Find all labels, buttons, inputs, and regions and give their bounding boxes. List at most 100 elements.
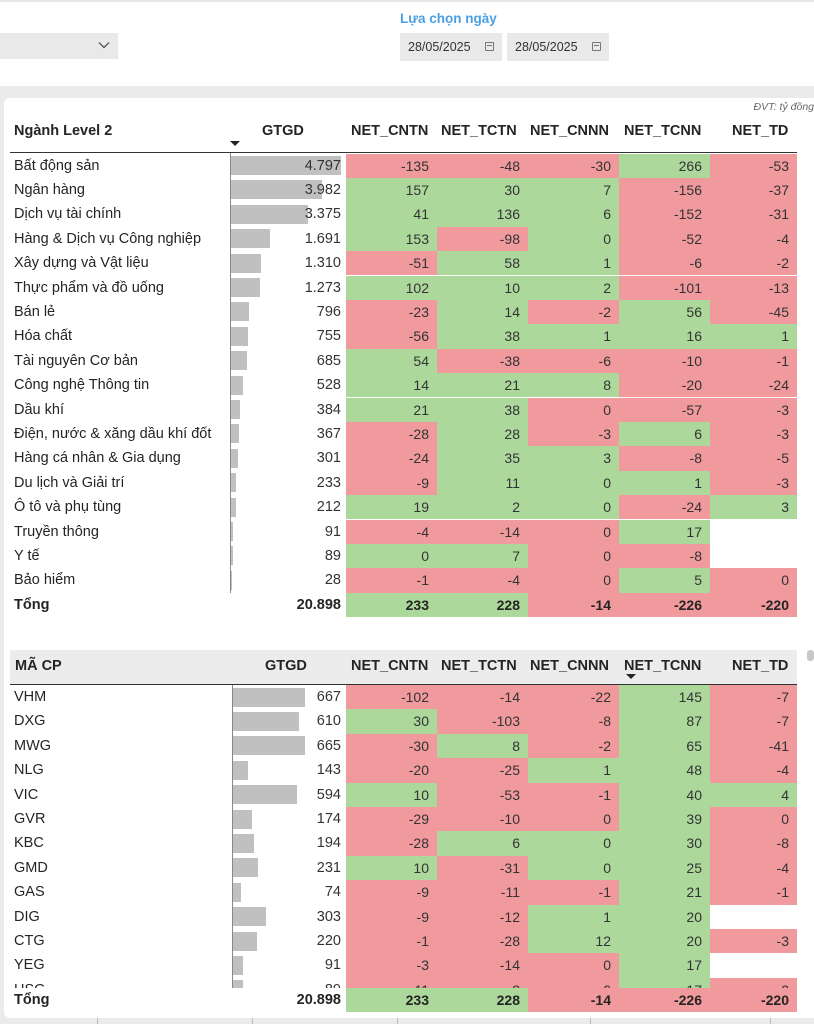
table-row[interactable]: Truyền thông 91 -4 -14 0 17 [0, 519, 797, 544]
footer-tick [770, 1018, 771, 1024]
net-cell: 4 [710, 782, 797, 807]
sort-desc-icon[interactable] [230, 141, 240, 146]
row-label: GVR [14, 811, 46, 827]
table-row[interactable]: Tài nguyên Cơ bản 685 54 -38 -6 -10 -1 [0, 348, 797, 374]
table-row[interactable]: GAS 74 -9 -11 -1 21 -1 [0, 880, 797, 905]
date-to-input[interactable]: 28/05/2025 [507, 33, 609, 61]
net-cell: -25 [437, 758, 528, 783]
table-row[interactable]: Ngân hàng 3.982 157 30 7 -156 -37 [0, 177, 797, 203]
stock-table-body[interactable]: VHM 667 -102 -14 -22 145 -7 DXG 610 30 -103 -8 87 -7 M… [0, 685, 814, 988]
header-net-tctn[interactable]: NET_TCTN [441, 123, 517, 139]
net-cell: 157 [346, 177, 437, 203]
calendar-icon[interactable] [592, 42, 601, 51]
net-cell: -20 [346, 758, 437, 783]
table-row[interactable]: MWG 665 -30 8 -2 65 -41 [0, 733, 797, 759]
gtgd-bar [231, 229, 270, 249]
table-row[interactable]: VIC 594 10 -53 -1 40 4 [0, 782, 797, 807]
header-net-cnnn[interactable]: NET_CNNN [530, 123, 609, 139]
net-cell: -3 [710, 397, 797, 422]
table-row[interactable]: DIG 303 -9 -12 1 20 [0, 904, 797, 929]
header-gtgd[interactable]: GTGD [262, 123, 304, 139]
table-row[interactable]: CTG 220 -1 -28 12 20 -3 [0, 929, 797, 954]
table-row[interactable]: Hàng & Dịch vụ Công nghiệp 1.691 153 -98 0 -5… [0, 226, 797, 252]
net-cell: -1 [710, 880, 797, 905]
total-row[interactable]: Tổng 20.898 233 228 -14 -226 -220 [0, 988, 797, 1013]
table-row[interactable]: Điện, nước & xăng dầu khí đốt 367 -28 28 -3 6… [0, 421, 797, 447]
row-label: CTG [14, 933, 45, 949]
net-cell: -53 [710, 153, 797, 178]
net-cell: -53 [437, 782, 528, 807]
net-cell: -135 [346, 153, 437, 178]
net-cell: 8 [437, 733, 528, 759]
header-net-td[interactable]: NET_TD [732, 658, 789, 674]
table-row[interactable]: Hàng cá nhân & Gia dụng 301 -24 35 3 -8 -5 [0, 446, 797, 471]
table-row[interactable]: Hóa chất 755 -56 38 1 16 1 [0, 324, 797, 349]
table-row[interactable]: Dịch vụ tài chính 3.375 41 136 6 -152 -31 [0, 202, 797, 227]
net-cell: 2 [528, 275, 619, 300]
gtgd-bar [231, 522, 234, 541]
header-net-tctn[interactable]: NET_TCTN [441, 658, 517, 674]
net-cell: -23 [346, 299, 437, 325]
table-row[interactable]: Bất động sản 4.797 -135 -48 -30 266 -53 [0, 153, 797, 178]
net-cell: -13 [710, 275, 797, 300]
table-row[interactable]: Thực phẩm và đồ uống 1.273 102 10 2 -101 -13 [0, 275, 797, 300]
gtgd-value: 1.691 [304, 230, 341, 247]
table-row[interactable]: Bán lẻ 796 -23 14 -2 56 -45 [0, 299, 797, 325]
net-cell: 12 [528, 929, 619, 954]
scrollbar-thumb[interactable] [807, 650, 814, 661]
date-from-input[interactable]: 28/05/2025 [400, 33, 502, 61]
header-net-tcnn[interactable]: NET_TCNN [624, 123, 702, 139]
net-cell: -1 [710, 348, 797, 374]
table-row[interactable]: GVR 174 -29 -10 0 39 0 [0, 807, 797, 832]
table-row[interactable]: GMD 231 10 -31 0 25 -4 [0, 855, 797, 881]
gtgd-value: 1.310 [304, 255, 341, 272]
gtgd-value: 220 [316, 933, 341, 949]
category-dropdown[interactable] [0, 33, 118, 59]
net-cell: -1 [528, 880, 619, 905]
net-cell: -220 [710, 988, 797, 1013]
net-cell: -226 [619, 593, 710, 618]
filter-bar: Lựa chọn ngày 28/05/2025 28/05/2025 [0, 0, 814, 86]
table-row[interactable]: DXG 610 30 -103 -8 87 -7 [0, 709, 797, 734]
row-label: Dịch vụ tài chính [14, 206, 122, 223]
header-net-tcnn[interactable]: NET_TCNN [624, 658, 702, 674]
row-label: Hàng cá nhân & Gia dụng [14, 450, 181, 467]
header-net-cntn[interactable]: NET_CNTN [351, 658, 429, 674]
table-row[interactable]: HSG89-11-2-017-2 [0, 977, 797, 988]
header-net-cntn[interactable]: NET_CNTN [351, 123, 429, 139]
header-ma-cp[interactable]: MÃ CP [15, 658, 62, 674]
table-row[interactable]: Du lịch và Giải trí 233 -9 11 0 1 -3 [0, 470, 797, 496]
table-row[interactable]: Ô tô và phụ tùng 212 19 2 0 -24 3 [0, 495, 797, 520]
table-row[interactable]: KBC 194 -28 6 0 30 -8 [0, 831, 797, 856]
table-row[interactable]: YEG 91 -3 -14 0 17 [0, 953, 797, 978]
net-cell: -2 [710, 977, 797, 988]
table-row[interactable]: NLG 143 -20 -25 1 48 -4 [0, 758, 797, 783]
net-cell: 5 [619, 568, 710, 593]
calendar-icon[interactable] [485, 42, 494, 51]
net-cell: -7 [710, 685, 797, 710]
net-cell: -10 [619, 348, 710, 374]
net-cell: 145 [619, 685, 710, 710]
header-net-cnnn[interactable]: NET_CNNN [530, 658, 609, 674]
net-cell: 228 [437, 593, 528, 618]
header-gtgd[interactable]: GTGD [265, 658, 307, 674]
net-cell: -2 [528, 733, 619, 759]
table-row[interactable]: Công nghệ Thông tin 528 14 21 8 -20 -24 [0, 373, 797, 398]
net-cell: 1 [528, 758, 619, 783]
net-cell: -9 [346, 470, 437, 496]
sort-desc-icon[interactable] [626, 674, 636, 679]
gtgd-value: 594 [316, 786, 341, 803]
footer-tick [252, 1018, 253, 1024]
table-row[interactable]: Y tế 89 0 7 0 -8 [0, 543, 797, 569]
net-cell: -30 [346, 733, 437, 759]
net-cell: -2 [528, 299, 619, 325]
table-row[interactable]: Bảo hiểm 28 -1 -4 0 5 0 [0, 568, 797, 593]
gtgd-value: 384 [316, 401, 341, 418]
total-row[interactable]: Tổng 20.898 233 228 -14 -226 -220 [0, 593, 797, 618]
table-row[interactable]: VHM 667 -102 -14 -22 145 -7 [0, 685, 797, 710]
table-row[interactable]: Dầu khí 384 21 38 0 -57 -3 [0, 397, 797, 422]
row-label: GAS [14, 884, 45, 901]
header-sector[interactable]: Ngành Level 2 [14, 123, 113, 139]
table-row[interactable]: Xây dựng và Vật liệu 1.310 -51 58 1 -6 -2 [0, 251, 797, 276]
header-net-td[interactable]: NET_TD [732, 123, 789, 139]
